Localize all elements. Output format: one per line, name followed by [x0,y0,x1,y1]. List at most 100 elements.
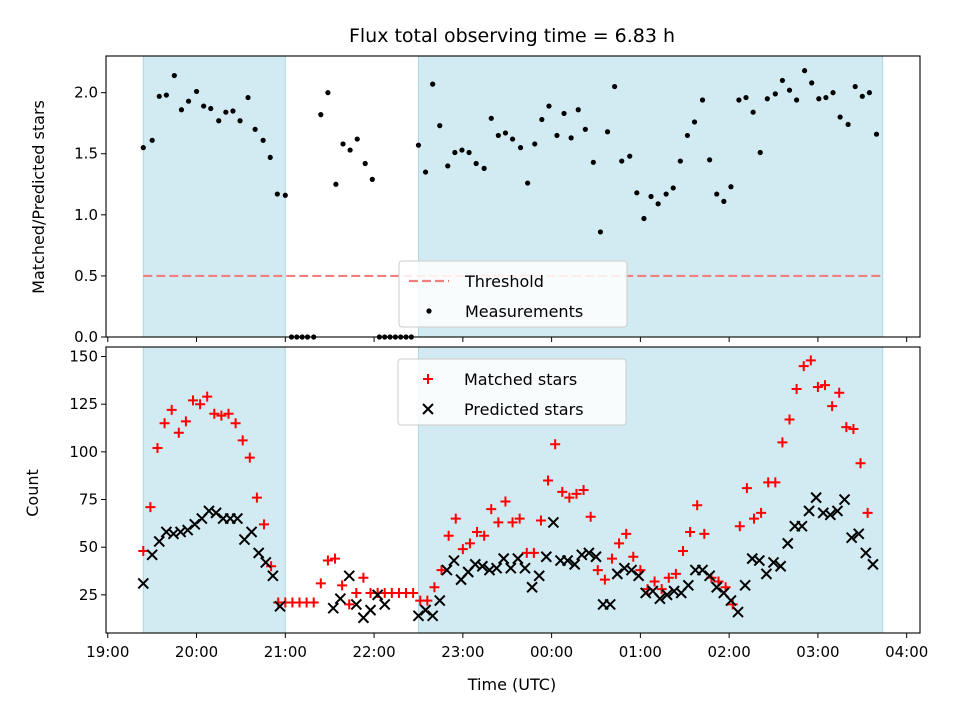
measurement-point [546,103,552,109]
matched-point [692,500,703,511]
predicted-point [817,507,829,519]
count-panel: 25 50 75 100 125 150 19:00 20:00 21:00 22:00 23:00… [69,346,928,661]
predicted-point [371,589,384,601]
xtick-label: 19:00 [86,643,129,661]
predicted-point [654,592,666,605]
matched-point [592,565,603,576]
y-axis-label-count: Count [23,469,42,517]
measurement-point [208,105,214,112]
measurement-point [318,112,324,118]
measurement-point [415,142,422,148]
predicted-point [153,535,165,548]
predicted-point [547,516,560,529]
ratio-ytick-label: 0.5 [74,267,98,285]
legend-label: Matched stars [464,370,577,389]
measurement-point [163,92,169,98]
measurement-point [156,93,162,99]
measurement-point [193,88,200,95]
measurement-point [245,94,251,101]
measurement-point [267,154,273,161]
measurement-point [677,158,683,164]
predicted-point [505,562,517,574]
matched-point [784,414,795,425]
matched-point [791,383,802,394]
measurement-point [684,132,691,139]
predicted-point [441,564,453,576]
measurement-point [779,77,786,84]
xtick-label: 22:00 [352,643,395,661]
predicted-point [274,600,286,613]
measurement-point [539,116,545,123]
xtick-label: 20:00 [175,643,218,661]
predicted-point [267,570,279,582]
predicted-point [767,556,780,569]
count-legend-box [397,358,627,426]
measurement-point [809,80,815,86]
predicted-point [682,579,695,592]
x-axis-label: Time (UTC) [467,675,556,694]
measurement-point [772,91,778,97]
measurement-point [561,110,567,117]
ratio-panel: 0.0 0.5 1.0 1.5 2.0 Threshold Measurements [74,55,921,346]
predicted-point [583,547,595,559]
predicted-point [483,564,496,576]
predicted-point [426,610,439,622]
predicted-point [260,556,272,569]
matched-point [677,546,688,557]
measurement-point [757,149,763,156]
count-ytick-label: 150 [69,348,98,366]
measurement-point [354,136,360,142]
matched-point [571,488,582,499]
measurement-point [641,215,647,222]
predicted-point [774,560,787,572]
measurement-point [362,160,368,167]
predicted-point [760,568,773,580]
predicted-point [533,570,545,582]
predicted-point [796,520,808,532]
measurement-point [237,118,243,124]
predicted-point [252,547,265,559]
predicted-point [867,558,879,571]
measurement-point [619,158,625,164]
matched-point [138,546,149,557]
matched-point [564,492,575,503]
predicted-point [668,585,680,597]
matched-point [585,511,596,522]
matched-point [734,521,745,532]
predicted-point [512,552,524,565]
measurement-point [575,107,581,113]
matched-point [166,404,177,415]
measurement-point [171,72,177,79]
predicted-point [540,551,552,563]
matched-point [187,395,198,406]
matched-point [436,565,447,576]
matched-point [244,452,255,463]
matched-point [145,502,156,513]
measurement-point [823,94,829,101]
predicted-point [838,493,851,506]
measurement-point [495,132,501,139]
predicted-point [476,560,489,572]
predicted-point [490,562,503,574]
predicted-point [350,598,363,611]
matched-point [450,513,461,524]
xtick-label: 21:00 [264,643,307,661]
predicted-point [448,554,460,567]
count-band-0 [142,346,286,634]
matched-point [550,439,561,450]
predicted-point [568,558,581,571]
matched-point [663,572,674,583]
predicted-point [245,526,258,538]
predicted-point [203,505,215,517]
measurement-point [743,94,749,101]
matched-point [798,361,809,372]
matched-point [578,485,589,495]
predicted-point [860,547,872,559]
matched-point [500,496,511,507]
predicted-point [604,598,616,611]
predicted-point [661,589,673,601]
matched-point [472,526,483,537]
count-legend: Matched stars Predicted stars [397,358,627,426]
matched-point [855,458,866,469]
